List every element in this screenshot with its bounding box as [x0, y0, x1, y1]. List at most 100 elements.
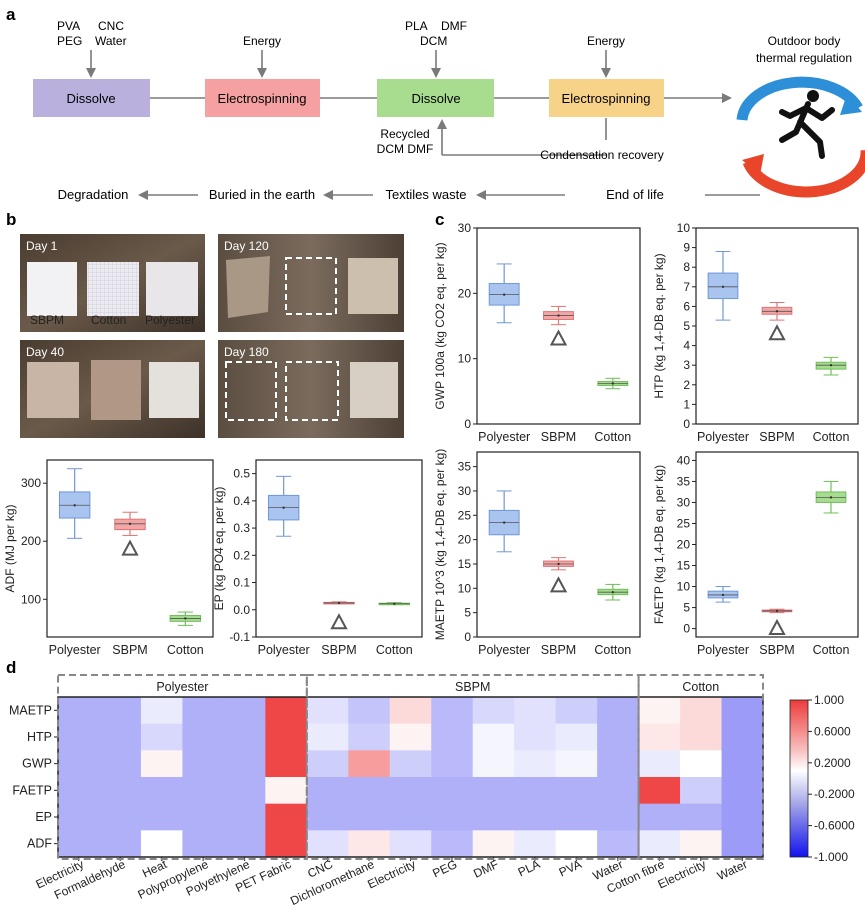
y-tick-label: 25: [677, 516, 691, 530]
heatmap-cell: [348, 750, 391, 778]
heatmap-cell: [597, 777, 640, 805]
x-tick-label: Polyester: [478, 643, 530, 657]
box-mean-marker: [73, 504, 76, 507]
col-label: Electricity: [365, 857, 417, 891]
heatmap-cell: [265, 723, 308, 751]
heatmap-cell: [99, 803, 142, 831]
heatmap-cell: [555, 723, 598, 751]
heatmap-cell: [389, 697, 432, 725]
ep-box-chart: -0.1 0.0 0.1 0.2 0.3 0.4 0.5 Polyester SBPM Cotto…: [212, 459, 423, 657]
heatmap-cell: [348, 803, 391, 831]
y-axis-label: FAETP (kg 1,4-DB eq. per kg): [652, 465, 666, 624]
heatmap-cell: [58, 723, 100, 751]
heatmap-cell: [555, 697, 598, 725]
heatmap-cell: [555, 803, 598, 831]
box-mean-marker: [721, 285, 725, 288]
triangle-marker: [768, 324, 786, 341]
box-mean-marker: [502, 293, 506, 296]
heatmap-cell: [597, 803, 640, 831]
y-tick-label: 0.5: [233, 467, 250, 481]
heatmap-cell: [58, 697, 100, 725]
y-tick-label: 8: [683, 260, 690, 274]
heatmap-cell: [182, 830, 225, 858]
sample-polyester-day120: [348, 258, 398, 314]
heatmap-cell: [99, 830, 142, 858]
row-label: EP: [35, 810, 52, 824]
heatmap-cell: [223, 723, 266, 751]
heatmap-cell: [389, 830, 432, 858]
heatmap-cell: [265, 697, 308, 725]
y-tick-label: 0.2: [233, 548, 250, 562]
heatmap-cell: [223, 697, 266, 725]
x-tick-label: SBPM: [759, 430, 794, 444]
x-tick-label: Polyester: [697, 430, 749, 444]
heatmap-cell: [597, 830, 640, 858]
y-axis-label: EP (kg PO4 eq. per kg): [212, 487, 226, 611]
x-tick-label: SBPM: [112, 643, 147, 657]
y-axis-label: ADF (MJ per kg): [3, 504, 17, 592]
flow-box-electrospinning-1-label: Electrospinning: [218, 91, 307, 106]
x-tick-label: SBPM: [759, 643, 794, 657]
y-tick-label: 2: [683, 378, 690, 392]
heatmap-cell: [58, 750, 100, 778]
heatmap-cell: [555, 830, 598, 858]
flow-box-dissolve-2: [377, 79, 494, 117]
heatmap-cell: [721, 830, 764, 858]
heatmap-cell: [638, 750, 681, 778]
heatmap-cell: [431, 697, 474, 725]
x-tick-label: SBPM: [541, 643, 576, 657]
y-tick-label: 0.0: [233, 603, 250, 617]
triangle-marker: [768, 618, 786, 635]
sample-label-polyester: Polyester: [145, 313, 195, 327]
y-tick-label: 40: [677, 453, 691, 467]
y-tick-label: 20: [458, 533, 472, 547]
y-tick-label: 0: [683, 417, 690, 431]
panel-b-label: b: [6, 210, 16, 229]
x-tick-label: Polyester: [697, 643, 749, 657]
sample-sbpm-day1: [27, 262, 77, 316]
panel-a-label: a: [6, 5, 16, 24]
outdoor-label-1: Outdoor body: [768, 34, 841, 48]
box-mean-marker: [128, 522, 132, 526]
heatmap-cell: [472, 803, 515, 831]
y-tick-label: 0: [464, 417, 471, 431]
y-tick-label: 30: [458, 484, 472, 498]
heatmap-cell: [348, 777, 391, 805]
heatmap-cell: [58, 803, 100, 831]
col-label: Electricity: [656, 857, 708, 891]
heatmap-cell: [182, 723, 225, 751]
heatmap-cell: [182, 750, 225, 778]
y-tick-label: 0.3: [233, 521, 250, 535]
degraded-area-day180-2: [285, 361, 339, 421]
heatmap-cell: [99, 777, 142, 805]
row-label: GWP: [22, 757, 52, 771]
y-tick-label: 5: [464, 606, 471, 620]
adf-plot-frame: [46, 459, 214, 638]
y-tick-label: 100: [21, 592, 41, 606]
energy-label-1: Energy: [243, 34, 281, 48]
x-tick-label: SBPM: [541, 430, 576, 444]
heatmap-cell: [431, 750, 474, 778]
y-tick-label: 0: [464, 630, 471, 644]
heatmap-cell: [140, 697, 183, 725]
col-label: DMF: [471, 857, 500, 881]
triangle-marker: [549, 576, 568, 593]
heatmap-cell: [140, 803, 183, 831]
row-label: FAETP: [12, 783, 52, 797]
flow-diagram: PVA CNC PEG Water Energy PLA DMF DCM Ene…: [33, 19, 865, 202]
heatmap-cell: [223, 803, 266, 831]
heatmap-cell: [389, 750, 432, 778]
gwp-box-chart: 0 10 20 30 Polyester SBPM Cotton GWP 100a (kg C…: [433, 221, 641, 444]
heatmap-cell: [472, 830, 515, 858]
box-mean-marker: [393, 602, 396, 605]
heatmap-cell: [306, 803, 349, 831]
box-mean-marker: [557, 562, 560, 566]
row-label: MAETP: [9, 703, 52, 717]
col-label: PLA: [516, 857, 542, 879]
y-tick-label: 35: [458, 460, 472, 474]
y-tick-label: 0.1: [233, 576, 250, 590]
row-label: ADF: [27, 837, 52, 851]
y-tick-label: 6: [683, 299, 690, 313]
heatmap-cell: [514, 777, 557, 805]
heatmap-cell: [721, 723, 764, 751]
